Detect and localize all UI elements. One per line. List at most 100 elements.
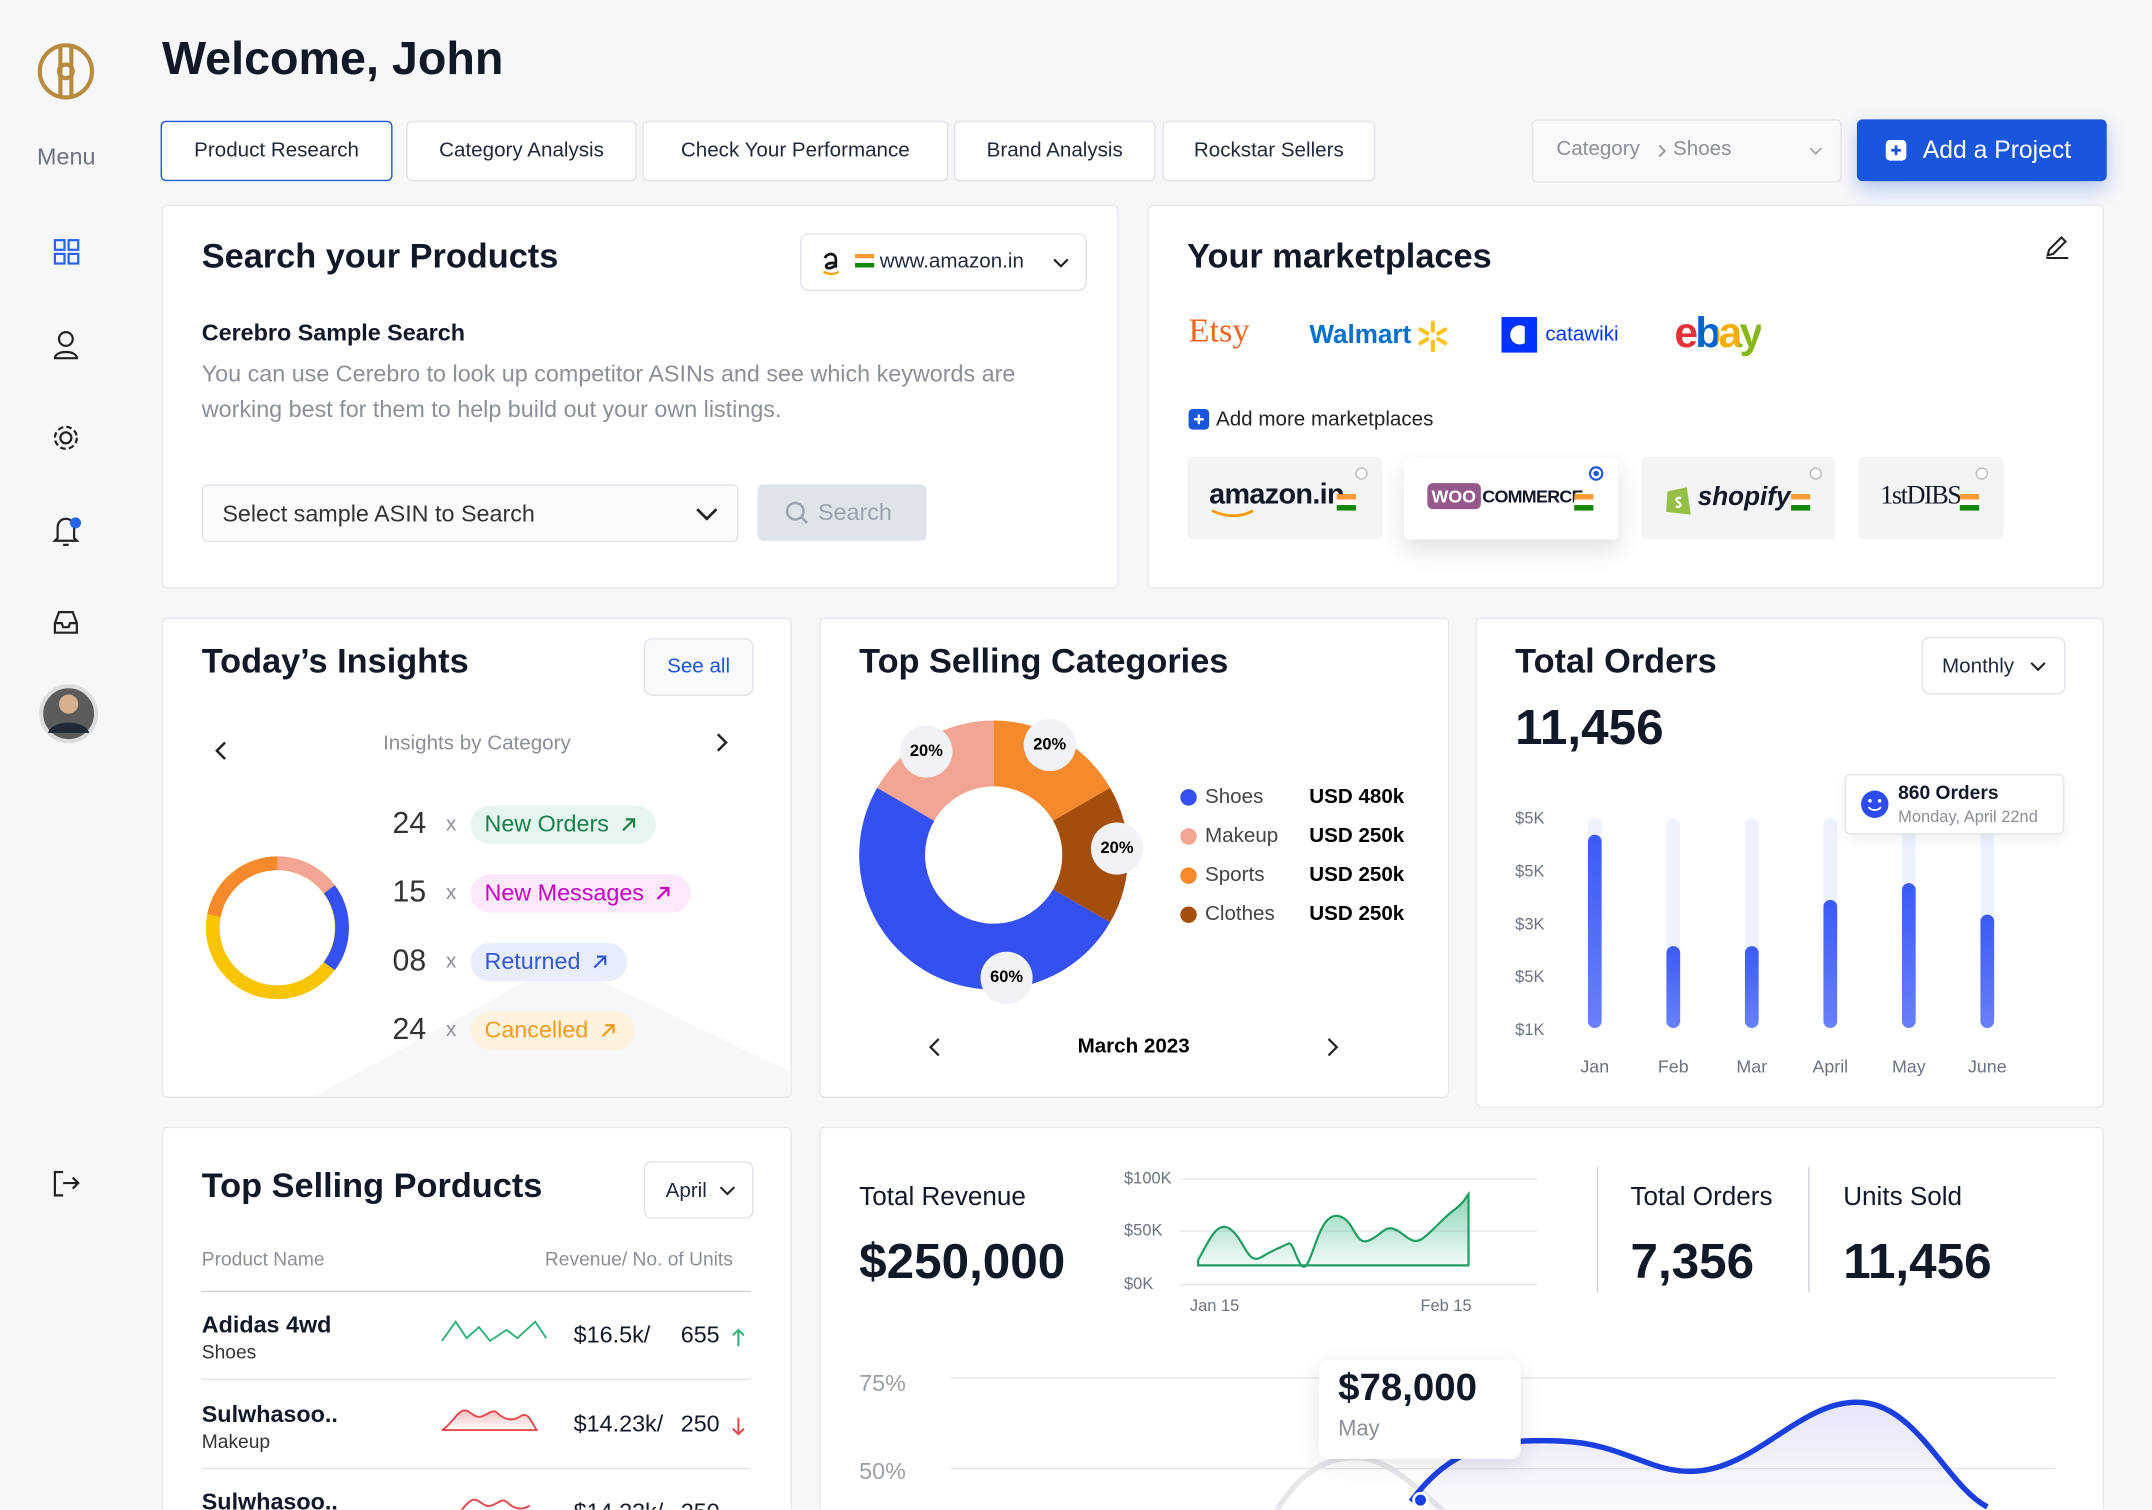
asin-select[interactable]: Select sample ASIN to Search bbox=[201, 484, 739, 543]
product-name: Sulwhasoo.. bbox=[201, 1400, 338, 1427]
logo bbox=[37, 43, 95, 100]
legend-label: Shoes bbox=[1205, 785, 1263, 808]
product-units: 655 bbox=[680, 1321, 720, 1348]
marketplace-select[interactable]: www.amazon.in bbox=[800, 233, 1087, 291]
icon-logout[interactable] bbox=[53, 1170, 80, 1197]
product-category: Makeup bbox=[201, 1429, 271, 1452]
option-label: WOO bbox=[1427, 483, 1481, 510]
tooltip-label: May bbox=[1338, 1417, 1380, 1442]
sparkline bbox=[441, 1319, 548, 1343]
marketplaces-card: Your marketplaces Etsy Walmart catawiki … bbox=[1147, 204, 2104, 589]
tooltip-value: $78,000 bbox=[1338, 1365, 1478, 1409]
see-all-button[interactable]: See all bbox=[643, 638, 754, 696]
icon-user[interactable] bbox=[53, 331, 78, 360]
x-label: Jan bbox=[1580, 1056, 1609, 1076]
product-units: 250 bbox=[680, 1410, 720, 1437]
add-more-link[interactable]: Add more marketplaces bbox=[1215, 407, 1434, 431]
link-arrow bbox=[656, 886, 670, 900]
edit-icon[interactable] bbox=[2044, 232, 2071, 260]
bar bbox=[1901, 883, 1916, 1028]
tab[interactable]: Brand Analysis bbox=[953, 120, 1156, 182]
slice-badge bbox=[900, 725, 953, 778]
option-label: 1stDIBS bbox=[1880, 481, 1962, 511]
month-select[interactable]: April bbox=[643, 1161, 754, 1219]
filter-label: Category bbox=[1556, 137, 1640, 161]
avatar[interactable] bbox=[39, 684, 99, 744]
chevron bbox=[1053, 258, 1069, 268]
sample-title: Cerebro Sample Search bbox=[201, 319, 466, 346]
insight-pill[interactable]: Cancelled bbox=[470, 1011, 635, 1050]
revenue-title: Total Revenue bbox=[859, 1183, 1026, 1212]
card-title: Today’s Insights bbox=[201, 642, 469, 681]
mini-area bbox=[1197, 1190, 1470, 1268]
card-title: Total Orders bbox=[1515, 642, 1717, 681]
insight-pill[interactable]: New Messages bbox=[470, 874, 691, 913]
catawiki-logo: catawiki bbox=[1545, 322, 1619, 346]
add-project-button[interactable]: Add a Project bbox=[1856, 119, 2107, 182]
tab[interactable]: Category Analysis bbox=[406, 120, 637, 182]
x-label: Feb bbox=[1658, 1056, 1689, 1076]
insight-count: 24 bbox=[392, 805, 427, 840]
card-title: Top Selling Categories bbox=[859, 642, 1229, 681]
smile-icon bbox=[1861, 790, 1889, 818]
bar bbox=[1980, 914, 1995, 1028]
legend-label: Sports bbox=[1205, 863, 1264, 886]
notification-dot bbox=[69, 517, 81, 529]
insight-sep: x bbox=[446, 812, 457, 836]
flags bbox=[1336, 494, 1980, 511]
mini-grid bbox=[1180, 1178, 1538, 1286]
tab[interactable]: Rockstar Sellers bbox=[1162, 120, 1376, 182]
legend-amount: USD 250k bbox=[1309, 863, 1404, 886]
select-placeholder: Select sample ASIN to Search bbox=[222, 500, 535, 528]
product-revenue: $16.5k/ bbox=[573, 1321, 651, 1348]
insight-count: 24 bbox=[392, 1011, 427, 1046]
x-label: June bbox=[1968, 1056, 2007, 1076]
insight-pill[interactable]: Returned bbox=[470, 942, 628, 982]
select-label: April bbox=[665, 1178, 707, 1203]
period-select[interactable]: Monthly bbox=[1921, 636, 2066, 695]
card-title: Top Selling Porducts bbox=[201, 1166, 543, 1206]
x-label: April bbox=[1812, 1056, 1848, 1076]
orders-title: Total Orders bbox=[1630, 1183, 1773, 1212]
pie-slice bbox=[859, 787, 1111, 990]
icon-dashboard[interactable] bbox=[53, 239, 80, 265]
etsy-logo: Etsy bbox=[1188, 312, 1250, 350]
plus-icon[interactable] bbox=[1188, 408, 1211, 431]
revenue-card: Total Revenue $250,000 $100K $50K $0K Ja… bbox=[819, 1126, 2104, 1510]
legend-label: Makeup bbox=[1205, 824, 1278, 847]
select-label: Monthly bbox=[1942, 654, 2015, 678]
insights-subtitle: Insights by Category bbox=[383, 731, 571, 755]
tab[interactable]: Product Research bbox=[160, 120, 393, 182]
search-button[interactable]: Search bbox=[757, 484, 927, 541]
catawiki-icon bbox=[1501, 317, 1538, 353]
arrow-path bbox=[621, 818, 635, 832]
period-label: March 2023 bbox=[1078, 1035, 1190, 1058]
chevron bbox=[2030, 662, 2046, 672]
insight-pill[interactable]: New Orders bbox=[470, 805, 656, 845]
filter-value: Shoes bbox=[1673, 137, 1732, 161]
icon-inbox[interactable] bbox=[53, 611, 78, 634]
revenue-total: $250,000 bbox=[859, 1232, 1066, 1289]
legend-amount: USD 480k bbox=[1309, 785, 1404, 808]
walmart-spark bbox=[1418, 320, 1448, 353]
pager-arrows[interactable] bbox=[928, 1038, 1339, 1057]
search-icon bbox=[785, 501, 808, 524]
orders-tooltip: 860 Orders Monday, April 22nd bbox=[1844, 774, 2065, 835]
icon-bell[interactable] bbox=[52, 517, 80, 546]
y-label: 75% bbox=[859, 1370, 906, 1396]
arrow-path bbox=[656, 886, 670, 900]
highlight-point bbox=[1412, 1491, 1429, 1509]
product-revenue: $14.23k/ bbox=[573, 1410, 664, 1437]
pager-arrows[interactable] bbox=[215, 733, 728, 760]
product-units: 250 bbox=[681, 1499, 720, 1510]
chevron bbox=[719, 1186, 735, 1196]
icon-settings[interactable] bbox=[53, 425, 78, 450]
y-label: $3K bbox=[1515, 915, 1544, 933]
1stdibs-option[interactable]: 1stDIBS bbox=[1858, 457, 2004, 540]
insight-count: 15 bbox=[392, 874, 427, 909]
revenue-tooltip: $78,000 May bbox=[1318, 1360, 1521, 1459]
tab[interactable]: Check Your Performance bbox=[642, 120, 949, 182]
orders-chart: $5K $5K $3K $5K $1K Jan Feb Mar April May June bbox=[1515, 810, 2007, 1077]
category-filter[interactable]: Category Shoes bbox=[1531, 119, 1842, 183]
